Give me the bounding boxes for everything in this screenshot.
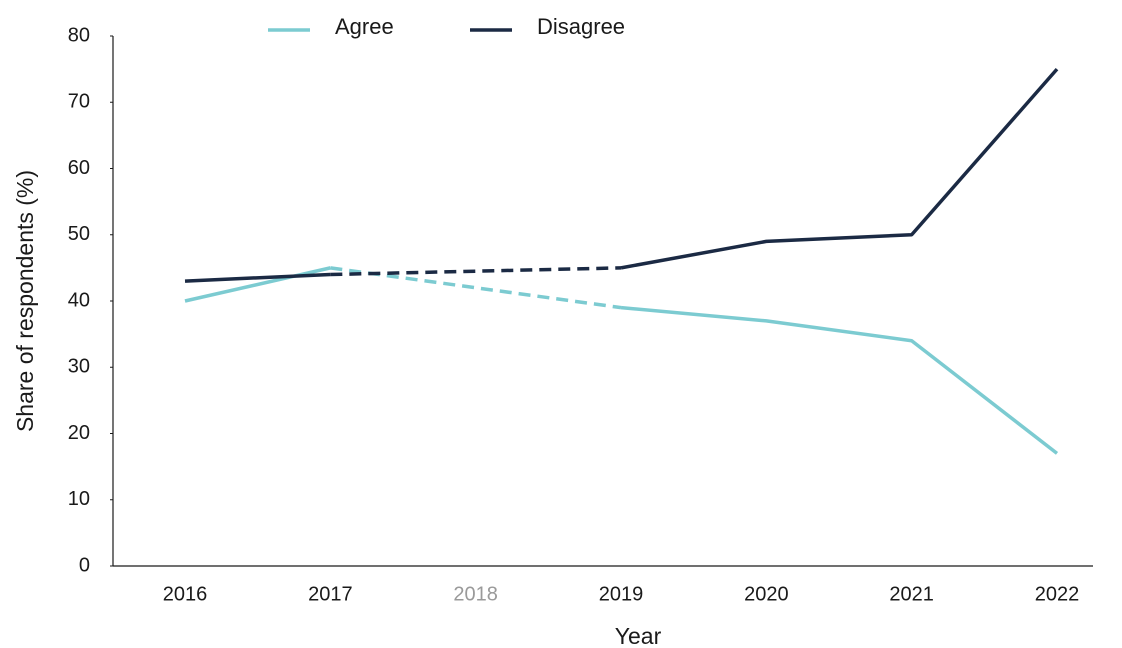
y-tick-label: 10 bbox=[68, 488, 90, 510]
x-axis-title: Year bbox=[615, 623, 662, 648]
x-tick-label: 2019 bbox=[599, 583, 644, 605]
y-tick-label: 30 bbox=[68, 356, 90, 378]
x-tick-label: 2016 bbox=[163, 583, 208, 605]
x-tick-label: 2022 bbox=[1035, 583, 1080, 605]
y-tick-label: 50 bbox=[68, 223, 90, 245]
y-tick-label: 20 bbox=[68, 422, 90, 444]
legend-label: Disagree bbox=[537, 14, 625, 39]
y-axis-title: Share of respondents (%) bbox=[12, 170, 38, 432]
y-tick-label: 70 bbox=[68, 91, 90, 113]
y-tick-label: 40 bbox=[68, 289, 90, 311]
line bbox=[184, 266, 1059, 455]
x-tick-label: 2018 bbox=[453, 583, 498, 605]
y-tick-label: 80 bbox=[68, 24, 90, 46]
line bbox=[184, 67, 1059, 283]
y-tick-label: 0 bbox=[79, 554, 90, 576]
x-tick-label: 2017 bbox=[308, 583, 353, 605]
x-tick-label: 2020 bbox=[744, 583, 789, 605]
legend-label: Agree bbox=[335, 14, 394, 39]
x-tick-label: 2021 bbox=[889, 583, 934, 605]
gap-bridge bbox=[330, 266, 622, 277]
y-tick-label: 60 bbox=[68, 157, 90, 179]
